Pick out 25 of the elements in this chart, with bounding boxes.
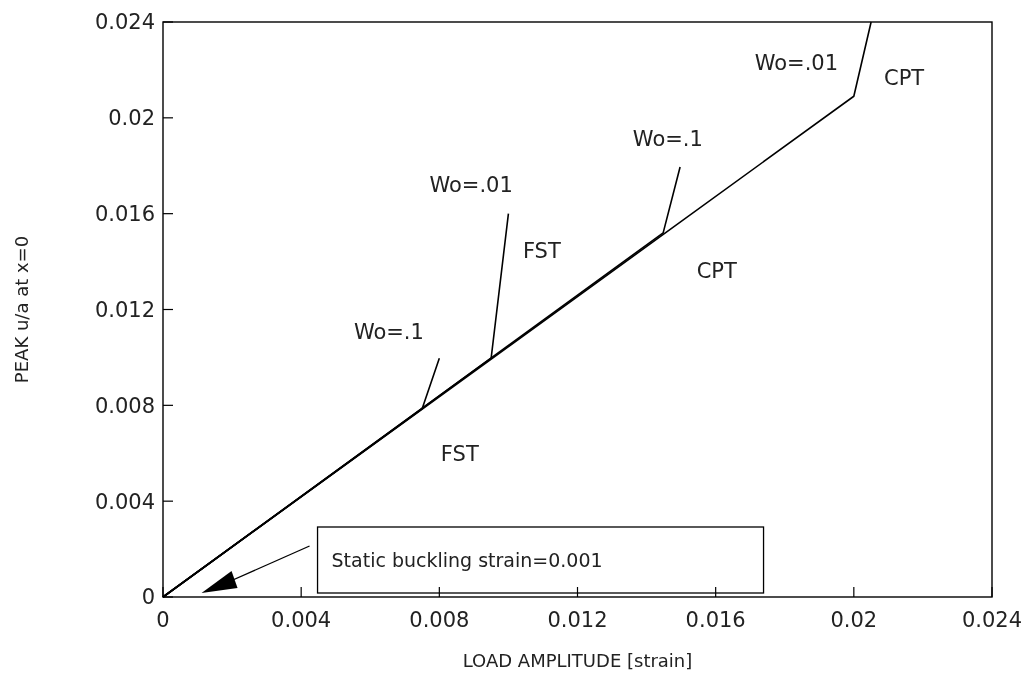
y-tick-label: 0.02 (108, 106, 155, 131)
annotation: Wo=.01 (754, 51, 839, 76)
annotation: Wo=.01 (429, 173, 513, 198)
annotation: CPT (884, 66, 925, 91)
x-tick-label: 0.012 (547, 608, 608, 632)
annotation: Wo=.1 (632, 126, 703, 151)
x-axis-title: LOAD AMPLITUDE [strain] (462, 650, 693, 671)
y-tick-label: 0.024 (94, 10, 155, 35)
y-tick-label: 0 (141, 585, 155, 610)
annotation: FST (440, 441, 479, 466)
y-tick-label: 0.016 (94, 202, 155, 227)
annotation: Static buckling strain=0.001 (331, 548, 603, 571)
annotation: CPT (696, 259, 738, 284)
x-tick-label: 0 (156, 608, 170, 632)
x-tick-label: 0.016 (685, 608, 746, 632)
x-tick-label: 0.024 (961, 608, 1023, 632)
x-tick-label: 0.008 (409, 608, 470, 632)
x-tick-label: 0.004 (271, 608, 332, 632)
annotation: Wo=.1 (353, 320, 424, 345)
x-tick-label: 0.02 (830, 608, 878, 632)
y-tick-label: 0.004 (94, 489, 155, 514)
y-axis-title: PEAK u/a at x=0 (11, 235, 32, 384)
y-tick-label: 0.008 (94, 393, 155, 418)
y-tick-label: 0.012 (94, 297, 155, 322)
annotation: FST (522, 239, 561, 264)
